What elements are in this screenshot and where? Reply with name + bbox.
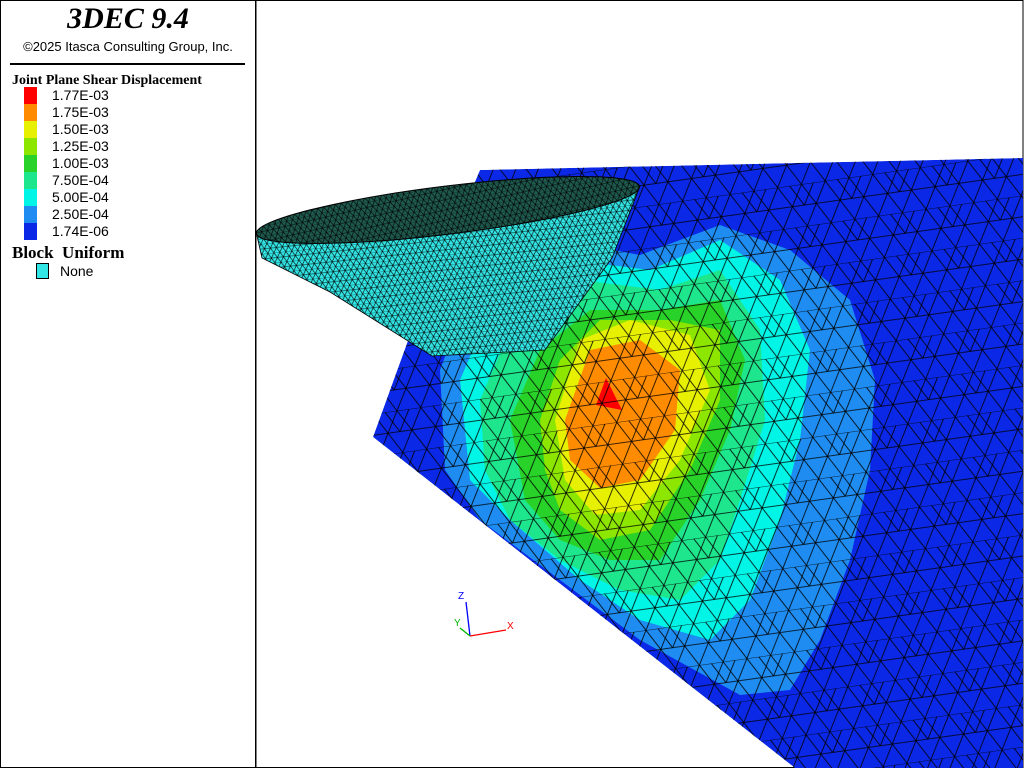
legend-swatch [24,87,37,104]
axis-z [465,601,471,637]
legend-label: 1.50E-03 [52,121,109,137]
block-items: None [36,263,94,279]
axis-y [459,627,471,637]
legend-swatch [36,263,49,279]
legend-swatch [24,223,37,240]
legend-label: 2.50E-04 [52,206,109,222]
legend-swatch [24,172,37,189]
joint-plane [373,158,1023,768]
legend-label: 1.77E-03 [52,87,109,103]
axis-x [469,629,507,637]
block-top-mesh [256,176,640,244]
axis-z-label: Z [458,591,464,602]
legend-label: 7.50E-04 [52,172,109,188]
legend-swatch [24,155,37,172]
legend-swatch [24,104,37,121]
legend-label: 1.75E-03 [52,104,109,120]
legend-label: 1.25E-03 [52,138,109,154]
legend-label: 5.00E-04 [52,189,109,205]
copyright: ©2025 Itasca Consulting Group, Inc. [23,39,233,54]
legend-swatch [24,121,37,138]
legend-label: 1.00E-03 [52,155,109,171]
block-title: Block Uniform [12,243,124,262]
axis-x-label: X [507,621,514,632]
legend-swatch [24,138,37,155]
legend-title: Joint Plane Shear Displacement [12,73,202,88]
legend-items: 1.77E-031.75E-031.50E-031.25E-031.00E-03… [24,87,109,240]
legend-label: 1.74E-06 [52,223,109,239]
legend-swatch [24,189,37,206]
legend-label: None [60,263,94,279]
axis-y-label: Y [454,618,461,629]
legend-panel [0,0,256,768]
app-title: 3DEC 9.4 [66,2,189,35]
legend-swatch [24,206,37,223]
